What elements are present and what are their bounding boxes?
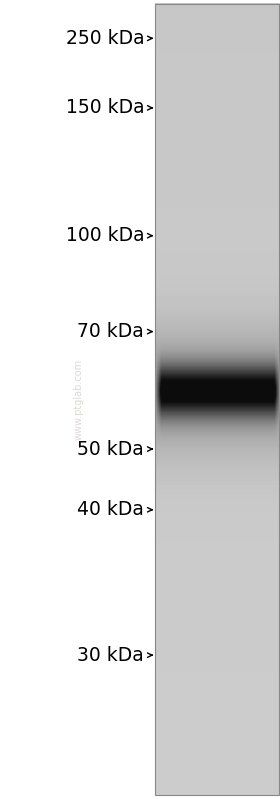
Bar (155, 4, 279, 795)
Text: 40 kDa: 40 kDa (77, 500, 144, 519)
Text: 30 kDa: 30 kDa (78, 646, 144, 665)
Text: www.ptglab.com: www.ptglab.com (73, 359, 83, 440)
Text: 100 kDa: 100 kDa (66, 226, 144, 245)
Text: 50 kDa: 50 kDa (78, 439, 144, 459)
Text: 70 kDa: 70 kDa (78, 322, 144, 341)
Text: 250 kDa: 250 kDa (66, 29, 144, 48)
Text: 150 kDa: 150 kDa (66, 98, 144, 117)
